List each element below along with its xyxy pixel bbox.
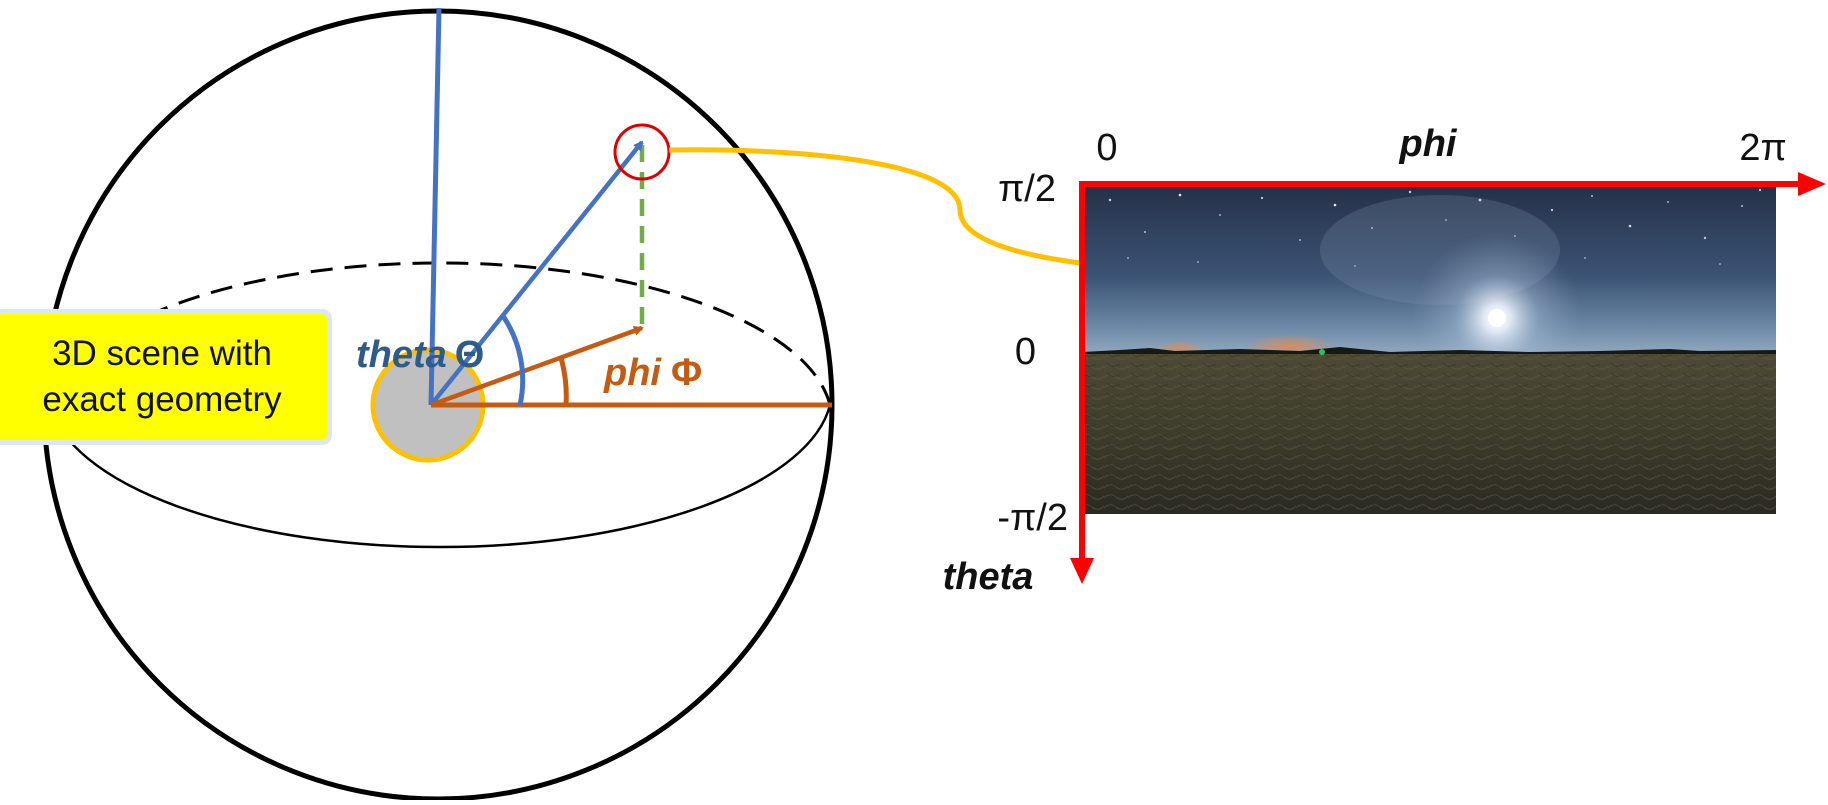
panorama-axes: phi theta 0 2π π/2 0 -π/2 xyxy=(943,123,1826,598)
equator-front xyxy=(48,404,832,549)
theta-axis-label: theta xyxy=(943,556,1034,598)
theta-label: theta Θ xyxy=(356,334,484,376)
scene-label-line-2: exact geometry xyxy=(42,380,282,419)
theta-tick-middle: 0 xyxy=(1015,331,1036,373)
panorama-green-light xyxy=(1319,349,1325,355)
panorama-tree-line xyxy=(1082,347,1776,354)
theta-angle-arc xyxy=(500,314,526,406)
theta-axis-arrowhead xyxy=(1070,558,1094,584)
phi-projection-arrow xyxy=(430,325,644,408)
phi-label: phi Φ xyxy=(603,352,702,394)
phi-tick-2pi: 2π xyxy=(1739,127,1786,169)
scene-label-line-1: 3D scene with xyxy=(52,334,272,373)
vertical-axis xyxy=(428,7,442,406)
scene-description-label: 3D scene with exact geometry xyxy=(0,309,332,445)
phi-angle-arc xyxy=(558,357,569,406)
panorama-ground-texture xyxy=(1082,352,1776,514)
panorama-stars xyxy=(1108,188,1762,267)
sphere-diagram: theta Θ phi Φ xyxy=(41,7,835,802)
phi-label-word: phi xyxy=(603,352,662,394)
phi-axis-arrowhead xyxy=(1798,172,1826,196)
panorama-image xyxy=(1082,184,1776,514)
panorama-moon xyxy=(1488,309,1506,327)
theta-label-symbol: Θ xyxy=(455,334,485,376)
theta-tick-bottom: -π/2 xyxy=(997,497,1068,539)
sample-point-marker xyxy=(613,123,671,181)
phi-axis-label: phi xyxy=(1399,123,1458,165)
theta-tick-top: π/2 xyxy=(998,168,1056,210)
phi-label-symbol: Φ xyxy=(671,352,702,394)
phi-tick-0: 0 xyxy=(1096,127,1117,169)
theta-label-word: theta xyxy=(356,334,447,376)
direction-arrow xyxy=(429,140,644,407)
